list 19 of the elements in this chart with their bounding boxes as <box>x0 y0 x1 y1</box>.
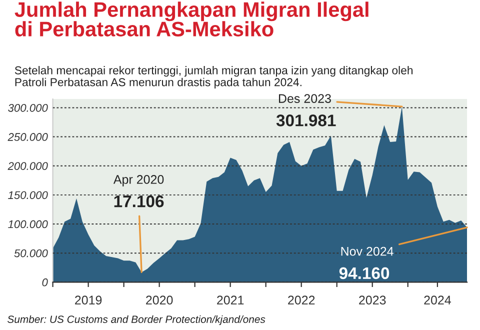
y-tick-label: 150.000 <box>8 191 48 200</box>
chart-subtitle: Setelah mencapai rekor tertinggi, jumlah migran tanpa izin yang ditangkap oleh Patroli Perbatasan AS menurun drastis pada tahun 2024. <box>14 66 413 88</box>
x-tick-label: 2022 <box>288 296 315 305</box>
x-tick-label: 2023 <box>359 296 386 305</box>
chart-title: Jumlah Pernangkapan Migran Ilegal di Perbatasan AS-Meksiko <box>14 2 368 36</box>
y-tick-label: 0 <box>42 278 48 286</box>
annotation: Nov 2024 94.160 <box>339 246 394 280</box>
y-tick-label: 200.000 <box>8 162 48 170</box>
x-tick-label: 2021 <box>217 296 244 305</box>
y-tick-label: 300.000 <box>8 104 48 112</box>
annotation: Des 2023 301.981 <box>276 94 336 126</box>
text: Sumber: US Customs and Border Protection/kjand/ones <box>7 315 266 326</box>
x-tick-label: 2024 <box>424 296 451 305</box>
y-tick-label: 50.000 <box>14 249 48 258</box>
x-tick-label: 2019 <box>75 296 102 305</box>
y-tick-label: 100.000 <box>8 220 48 228</box>
y-tick-label: 250.000 <box>8 133 48 141</box>
annotation: Apr 2020 17.106 <box>113 175 164 208</box>
x-tick-label: 2020 <box>146 296 173 305</box>
